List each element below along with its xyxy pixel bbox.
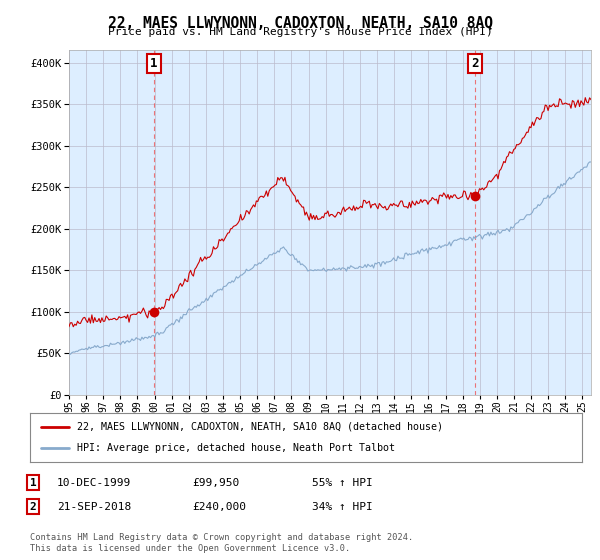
Text: 21-SEP-2018: 21-SEP-2018 bbox=[57, 502, 131, 512]
Text: 2: 2 bbox=[471, 57, 479, 71]
Text: 22, MAES LLWYNONN, CADOXTON, NEATH, SA10 8AQ (detached house): 22, MAES LLWYNONN, CADOXTON, NEATH, SA10… bbox=[77, 422, 443, 432]
Text: 2: 2 bbox=[29, 502, 37, 512]
Text: Contains HM Land Registry data © Crown copyright and database right 2024.
This d: Contains HM Land Registry data © Crown c… bbox=[30, 533, 413, 553]
Text: £240,000: £240,000 bbox=[192, 502, 246, 512]
Text: Price paid vs. HM Land Registry's House Price Index (HPI): Price paid vs. HM Land Registry's House … bbox=[107, 27, 493, 37]
Text: 22, MAES LLWYNONN, CADOXTON, NEATH, SA10 8AQ: 22, MAES LLWYNONN, CADOXTON, NEATH, SA10… bbox=[107, 16, 493, 31]
Text: £99,950: £99,950 bbox=[192, 478, 239, 488]
Text: 1: 1 bbox=[150, 57, 158, 71]
Text: 1: 1 bbox=[29, 478, 37, 488]
Text: 34% ↑ HPI: 34% ↑ HPI bbox=[312, 502, 373, 512]
Text: HPI: Average price, detached house, Neath Port Talbot: HPI: Average price, detached house, Neat… bbox=[77, 443, 395, 453]
Text: 10-DEC-1999: 10-DEC-1999 bbox=[57, 478, 131, 488]
Text: 55% ↑ HPI: 55% ↑ HPI bbox=[312, 478, 373, 488]
